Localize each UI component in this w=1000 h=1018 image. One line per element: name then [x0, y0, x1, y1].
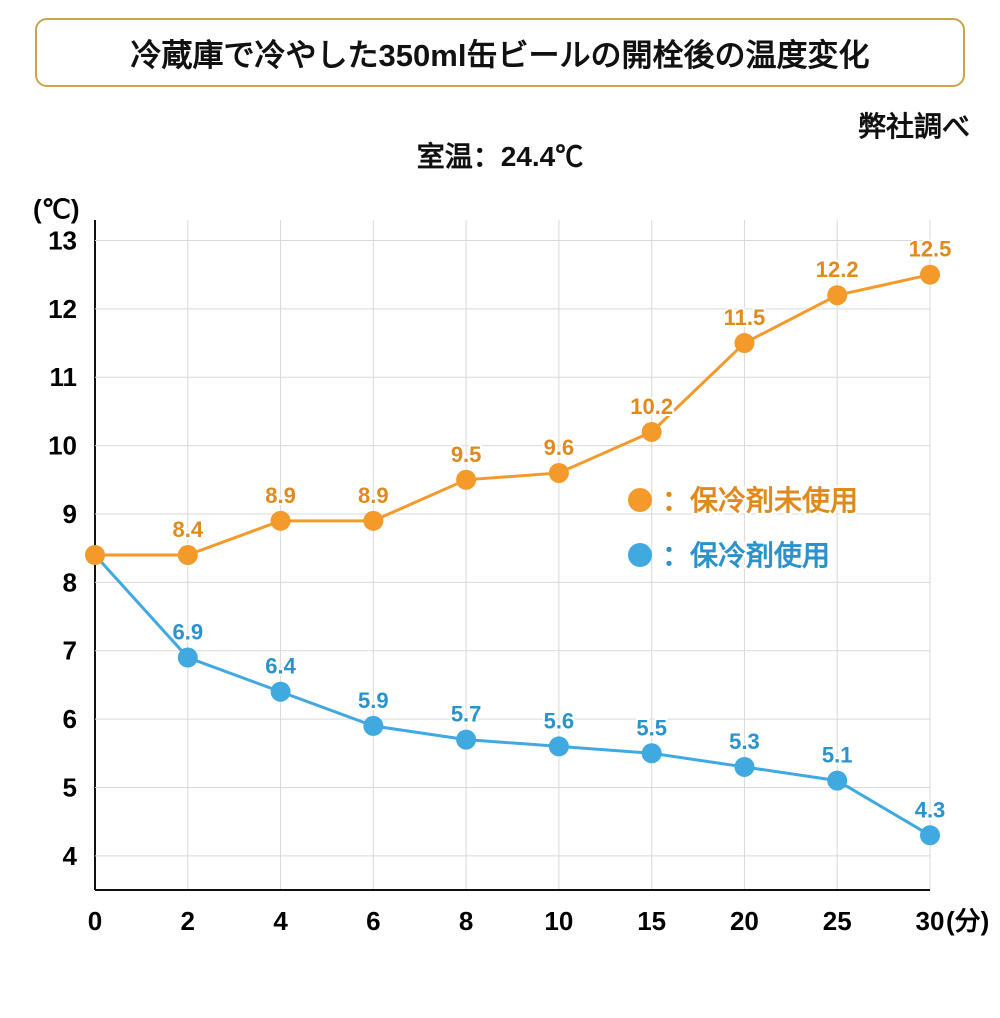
- series-marker: [827, 771, 847, 791]
- data-label: 11.5: [724, 305, 766, 330]
- x-tick-label: 25: [823, 906, 852, 936]
- data-label: 12.2: [816, 257, 859, 282]
- x-tick-label: 6: [366, 906, 380, 936]
- data-label: 4.3: [915, 797, 946, 822]
- data-label: 8.9: [358, 483, 389, 508]
- x-tick-label: 0: [88, 906, 102, 936]
- series-marker: [642, 422, 662, 442]
- series-marker: [827, 285, 847, 305]
- data-label: 5.3: [729, 729, 760, 754]
- shared-start-marker: [85, 545, 105, 565]
- series-marker: [363, 511, 383, 531]
- legend-series2-marker: [628, 543, 652, 567]
- series-marker: [920, 825, 940, 845]
- y-tick-label: 13: [48, 226, 77, 256]
- data-label: 5.5: [636, 715, 667, 740]
- series-marker: [178, 648, 198, 668]
- y-unit-label: (℃): [33, 194, 80, 224]
- y-tick-label: 7: [63, 636, 77, 666]
- data-label: 6.4: [265, 654, 296, 679]
- chart-area: (℃) 4 5 6 7 8 9 10 11 12 13 0 2 4 6 8 10 15 20 25 30(分) 8.4 8.…: [0, 190, 1000, 950]
- data-label: 5.7: [451, 702, 482, 727]
- data-label: 5.9: [358, 688, 389, 713]
- series-marker: [456, 470, 476, 490]
- series-marker: [642, 743, 662, 763]
- series-line: [95, 555, 930, 835]
- series-marker: [549, 463, 569, 483]
- legend-series1-marker: [628, 488, 652, 512]
- credit-label: 弊社調べ: [858, 105, 970, 145]
- chart-title: 冷蔵庫で冷やした350ml缶ビールの開栓後の温度変化: [131, 38, 870, 73]
- legend-series2-label: ：保冷剤使用: [662, 539, 830, 571]
- y-tick-label: 6: [63, 704, 77, 734]
- data-label: 9.6: [544, 435, 575, 460]
- y-tick-label: 11: [50, 362, 78, 392]
- x-tick-label: 8: [459, 906, 473, 936]
- series-marker: [271, 682, 291, 702]
- chart-title-box: 冷蔵庫で冷やした350ml缶ビールの開栓後の温度変化: [35, 18, 965, 87]
- x-tick-label: 2: [181, 906, 195, 936]
- legend-series1-label: ：保冷剤未使用: [662, 484, 858, 516]
- series-marker: [734, 757, 754, 777]
- series-marker: [178, 545, 198, 565]
- series-marker: [456, 730, 476, 750]
- chart-svg: (℃) 4 5 6 7 8 9 10 11 12 13 0 2 4 6 8 10 15 20 25 30(分) 8.4 8.…: [0, 190, 1000, 950]
- data-label: 8.4: [172, 517, 203, 542]
- x-tick-label: 20: [730, 906, 759, 936]
- series-marker: [734, 333, 754, 353]
- data-label: 12.5: [909, 237, 952, 262]
- y-tick-label: 4: [63, 841, 78, 871]
- series-marker: [549, 736, 569, 756]
- data-label: 9.5: [451, 442, 482, 467]
- x-unit-label: (分): [946, 906, 989, 936]
- y-tick-label: 10: [48, 431, 77, 461]
- x-tick-label: 4: [273, 906, 288, 936]
- y-tick-label: 8: [63, 567, 77, 597]
- data-label: 5.6: [544, 708, 575, 733]
- data-label: 10.2: [630, 394, 673, 419]
- series-marker: [271, 511, 291, 531]
- chart-subtitle: 室温：24.4℃: [0, 135, 1000, 175]
- series-marker: [363, 716, 383, 736]
- data-label: 6.9: [172, 620, 203, 645]
- x-tick-label: 10: [544, 906, 573, 936]
- y-tick-label: 9: [63, 499, 77, 529]
- data-label: 5.1: [822, 743, 853, 768]
- y-tick-label: 5: [63, 772, 77, 802]
- y-tick-label: 12: [48, 294, 77, 324]
- x-tick-label: 15: [637, 906, 666, 936]
- x-tick-label: 30: [916, 906, 945, 936]
- series-marker: [920, 265, 940, 285]
- data-label: 8.9: [265, 483, 296, 508]
